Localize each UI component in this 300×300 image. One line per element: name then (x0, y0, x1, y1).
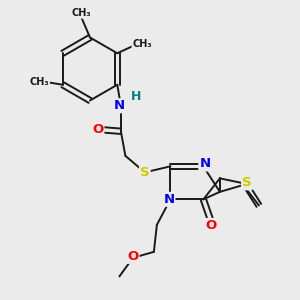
Text: H: H (131, 90, 142, 103)
Text: O: O (205, 219, 217, 232)
Text: N: N (163, 193, 174, 206)
Text: O: O (92, 123, 103, 136)
Text: N: N (199, 158, 210, 170)
Text: N: N (114, 99, 125, 112)
Text: S: S (242, 176, 252, 189)
Text: CH₃: CH₃ (132, 39, 152, 49)
Text: CH₃: CH₃ (29, 77, 49, 87)
Text: S: S (140, 166, 150, 179)
Text: CH₃: CH₃ (71, 8, 91, 18)
Text: O: O (127, 250, 139, 263)
